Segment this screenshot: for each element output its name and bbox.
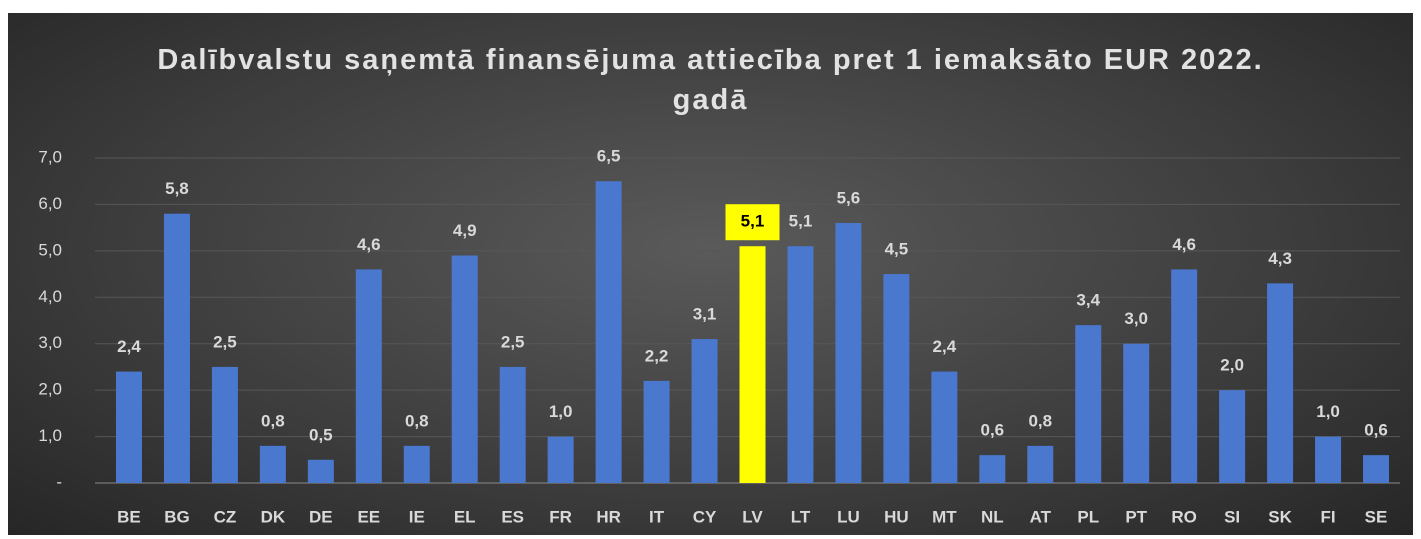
x-tick-label: SE xyxy=(1365,507,1388,526)
data-label: 0,5 xyxy=(309,425,333,444)
data-label: 0,8 xyxy=(261,411,285,430)
bar xyxy=(499,366,526,483)
x-tick-label: CY xyxy=(693,507,717,526)
data-label: 0,8 xyxy=(405,411,429,430)
data-label: 1,0 xyxy=(1316,402,1340,421)
bar xyxy=(1363,455,1390,483)
data-label: 4,3 xyxy=(1268,249,1292,268)
bar xyxy=(1219,390,1246,483)
bar xyxy=(403,445,430,483)
bar xyxy=(691,339,718,483)
y-tick-label: - xyxy=(56,472,62,491)
data-label: 1,0 xyxy=(549,402,573,421)
bar xyxy=(835,223,862,483)
data-label: 2,5 xyxy=(501,332,525,351)
data-label: 6,5 xyxy=(597,147,621,166)
bar xyxy=(547,436,574,483)
label-highlight xyxy=(725,204,780,241)
y-tick-label: 6,0 xyxy=(38,194,62,213)
x-tick-label: EE xyxy=(357,507,380,526)
bar xyxy=(451,255,478,483)
bar xyxy=(115,371,142,483)
data-label: 4,6 xyxy=(1172,235,1196,254)
data-label: 4,6 xyxy=(357,235,381,254)
bar xyxy=(307,459,334,483)
x-tick-label: HR xyxy=(596,507,621,526)
bar xyxy=(163,213,190,483)
bar xyxy=(211,366,238,483)
x-tick-label: RO xyxy=(1171,507,1197,526)
data-label: 4,5 xyxy=(885,240,909,259)
data-label: 5,6 xyxy=(837,188,861,207)
x-tick-label: LT xyxy=(791,507,811,526)
x-tick-label: LU xyxy=(837,507,860,526)
bar xyxy=(979,455,1006,483)
y-tick-label: 5,0 xyxy=(38,240,62,259)
bar xyxy=(259,445,286,483)
bar xyxy=(643,380,670,483)
x-tick-label: FI xyxy=(1321,507,1336,526)
y-tick-label: 4,0 xyxy=(38,287,62,306)
x-tick-label: IE xyxy=(409,507,425,526)
chart-title: Dalībvalstu saņemtā finansējuma attiecīb… xyxy=(157,44,1264,116)
x-tick-label: FR xyxy=(549,507,572,526)
bar xyxy=(1171,269,1198,483)
bar xyxy=(1315,436,1342,483)
bar xyxy=(1267,283,1294,483)
title-box: Dalībvalstu saņemtā finansējuma attiecīb… xyxy=(8,40,1413,120)
x-tick-label: LV xyxy=(742,507,763,526)
bar xyxy=(1123,343,1150,483)
data-label: 2,2 xyxy=(645,346,669,365)
x-tick-label: NL xyxy=(981,507,1004,526)
y-tick-label: 1,0 xyxy=(38,426,62,445)
data-label: 3,4 xyxy=(1076,291,1100,310)
bar xyxy=(595,181,622,483)
x-tick-label: EL xyxy=(454,507,476,526)
x-tick-label: PT xyxy=(1125,507,1147,526)
x-tick-label: BE xyxy=(117,507,141,526)
bar xyxy=(739,246,766,483)
data-label: 3,0 xyxy=(1124,309,1148,328)
bar xyxy=(1027,445,1054,483)
x-tick-label: ES xyxy=(501,507,524,526)
x-tick-label: DK xyxy=(261,507,286,526)
x-tick-label: DE xyxy=(309,507,333,526)
x-tick-label: BG xyxy=(164,507,190,526)
data-label: 5,1 xyxy=(789,212,813,231)
data-label: 5,1 xyxy=(741,212,765,231)
data-label: 0,6 xyxy=(980,421,1004,440)
bar xyxy=(1075,325,1102,483)
x-tick-label: PL xyxy=(1077,507,1099,526)
bar xyxy=(787,246,814,483)
bar xyxy=(931,371,958,483)
data-label: 2,5 xyxy=(213,332,237,351)
data-label: 4,9 xyxy=(453,221,477,240)
x-tick-label: SI xyxy=(1224,507,1240,526)
x-tick-label: IT xyxy=(649,507,665,526)
data-label: 2,4 xyxy=(933,337,957,356)
x-tick-label: CZ xyxy=(214,507,237,526)
data-label: 5,8 xyxy=(165,179,189,198)
x-tick-label: AT xyxy=(1030,507,1052,526)
y-tick-label: 2,0 xyxy=(38,380,62,399)
y-tick-label: 7,0 xyxy=(38,147,62,166)
data-label: 0,8 xyxy=(1028,411,1052,430)
x-tick-label: MT xyxy=(932,507,957,526)
x-tick-label: SK xyxy=(1268,507,1292,526)
bar xyxy=(883,274,910,483)
y-tick-label: 3,0 xyxy=(38,333,62,352)
data-label: 2,0 xyxy=(1220,356,1244,375)
data-label: 2,4 xyxy=(117,337,141,356)
bar xyxy=(355,269,382,483)
data-label: 0,6 xyxy=(1364,421,1388,440)
data-label: 3,1 xyxy=(693,305,717,324)
x-tick-label: HU xyxy=(884,507,909,526)
